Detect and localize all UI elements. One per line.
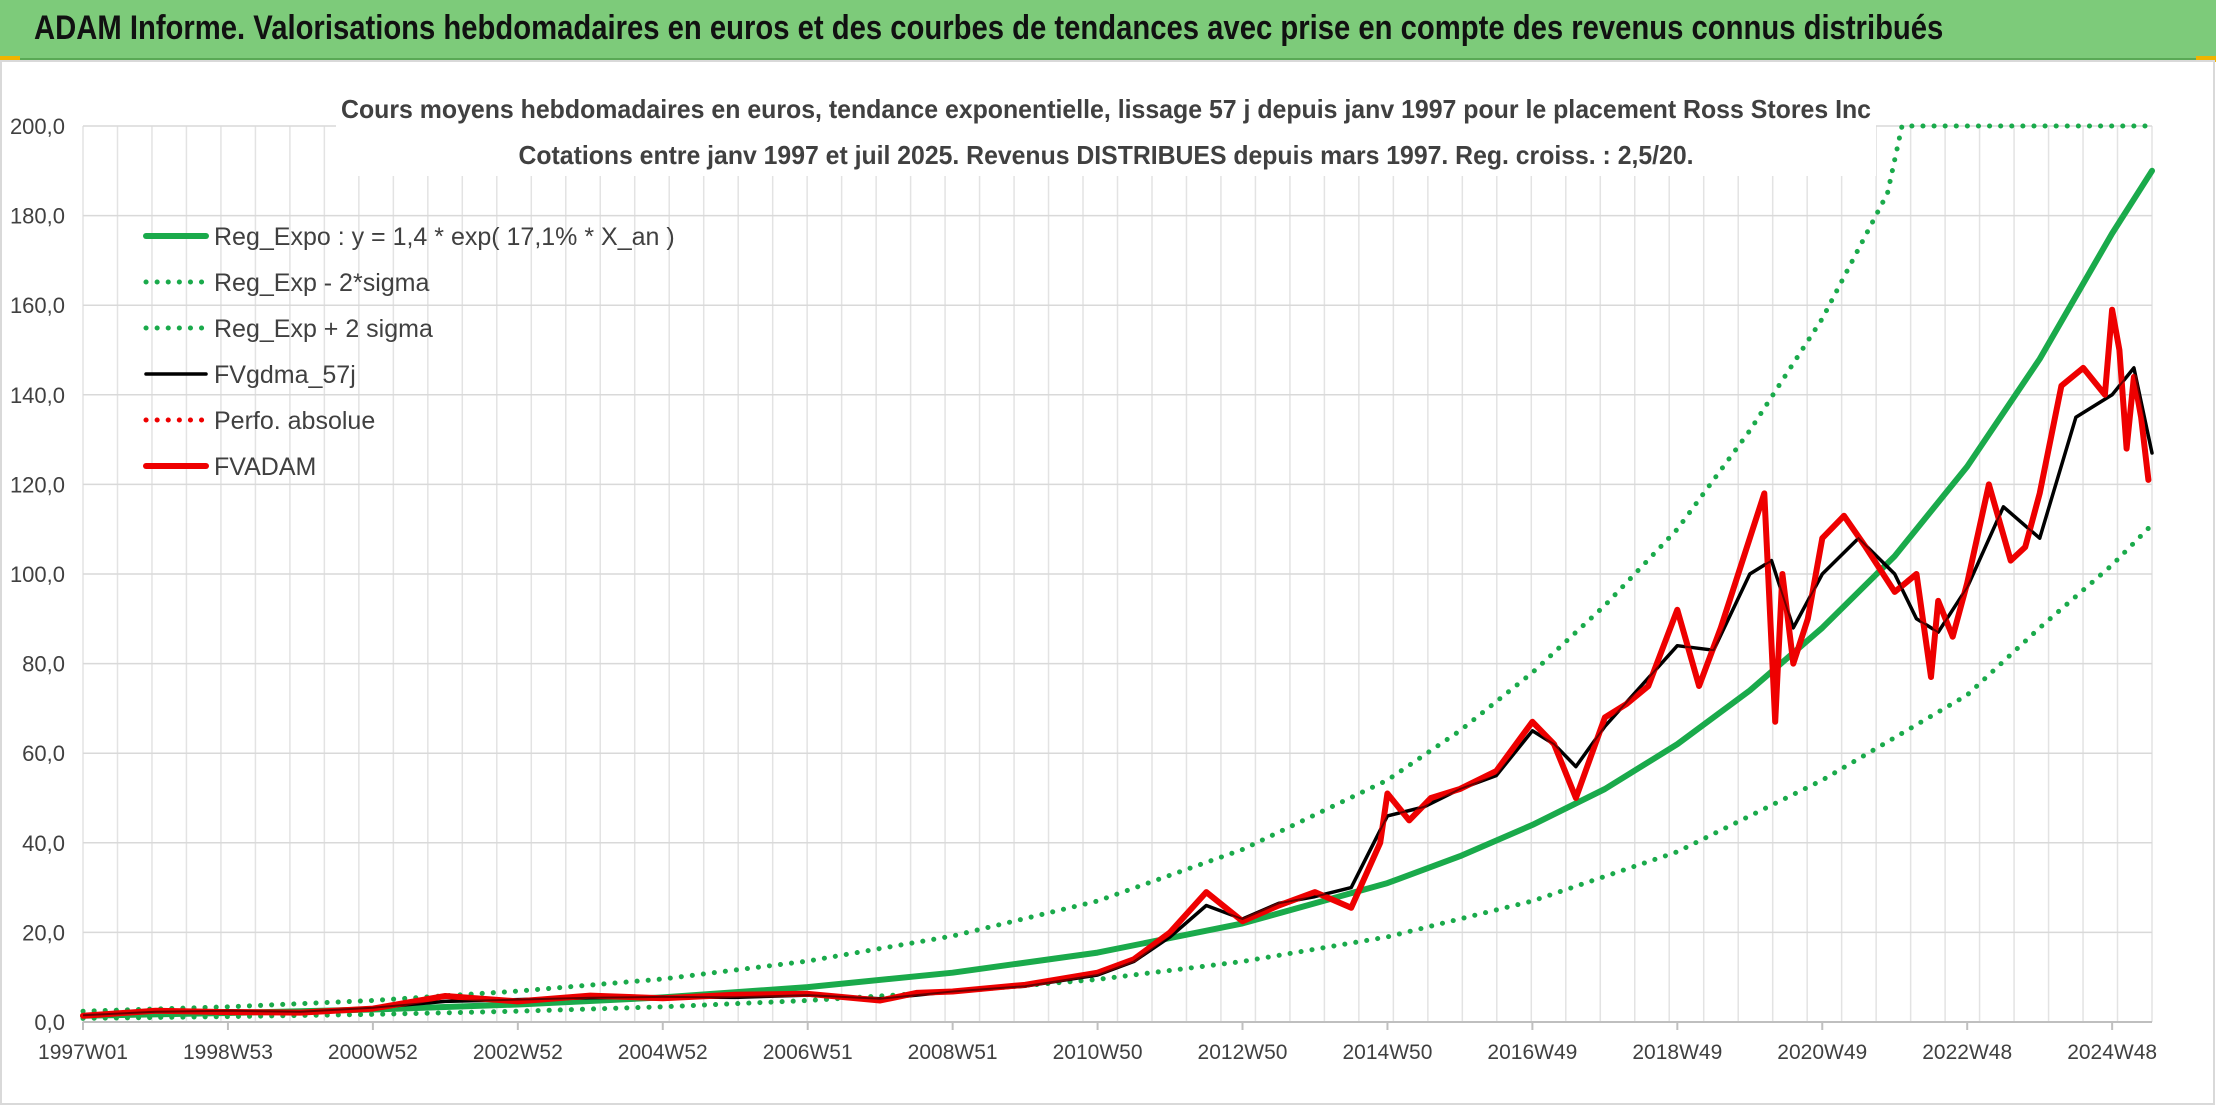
series-line-average-overlay bbox=[82, 365, 2153, 1017]
x-tick-label: 2018W49 bbox=[1632, 1041, 1722, 1064]
x-tick-label: 2006W51 bbox=[763, 1041, 853, 1064]
corner-accent-right bbox=[2196, 56, 2216, 62]
series-line bbox=[80, 167, 2155, 1019]
series-line bbox=[80, 306, 2152, 1019]
series-line bbox=[80, 123, 2155, 1014]
x-tick-label: 2020W49 bbox=[1777, 1041, 1867, 1064]
line-chart: 0,0 20,0 40,0 60,0 80,0 100,0 120,0 140,0 160,0 1… bbox=[0, 60, 2215, 1105]
x-tick-label: 2010W50 bbox=[1053, 1041, 1143, 1064]
y-tick-label: 80,0 bbox=[22, 652, 65, 677]
chart-legend: Reg_Expo : y = 1,4 * exp( 17,1% * X_an )… bbox=[143, 223, 675, 481]
x-tick-label: 2004W52 bbox=[618, 1041, 708, 1064]
y-tick-label: 180,0 bbox=[10, 204, 65, 229]
chart-axes: 0,0 20,0 40,0 60,0 80,0 100,0 120,0 140,0 160,0 1… bbox=[10, 114, 2157, 1064]
x-tick-label: 2016W49 bbox=[1487, 1041, 1577, 1064]
corner-accent-left bbox=[0, 56, 20, 62]
x-tick-label: 1997W01 bbox=[38, 1041, 128, 1064]
legend-label: Perfo. absolue bbox=[214, 407, 375, 435]
y-tick-label: 140,0 bbox=[10, 383, 65, 408]
chart-title-backdrop bbox=[336, 92, 1876, 176]
x-tick-label: 2014W50 bbox=[1342, 1041, 1432, 1064]
series-line bbox=[80, 522, 2155, 1021]
legend-label: FVADAM bbox=[214, 453, 316, 481]
legend-label: Reg_Exp - 2*sigma bbox=[214, 269, 429, 297]
y-tick-label: 60,0 bbox=[22, 741, 65, 766]
chart-subtitle: Cotations entre janv 1997 et juil 2025. … bbox=[519, 140, 1694, 170]
report-banner: ADAM Informe. Valorisations hebdomadaire… bbox=[0, 0, 2216, 60]
x-tick-label: 2022W48 bbox=[1922, 1041, 2012, 1064]
x-tick-label: 2008W51 bbox=[908, 1041, 998, 1064]
x-tick-label: 2012W50 bbox=[1198, 1041, 1288, 1064]
chart-title-block: Cours moyens hebdomadaires en euros, ten… bbox=[336, 92, 1876, 176]
chart-series bbox=[80, 123, 2155, 1021]
y-tick-label: 0,0 bbox=[34, 1010, 65, 1035]
y-tick-label: 200,0 bbox=[10, 114, 65, 139]
y-tick-label: 120,0 bbox=[10, 472, 65, 497]
chart-grid bbox=[82, 125, 2153, 1023]
legend-label: Reg_Exp + 2 sigma bbox=[214, 315, 433, 343]
report-title: ADAM Informe. Valorisations hebdomadaire… bbox=[34, 9, 1944, 47]
x-tick-label: 2024W48 bbox=[2067, 1041, 2157, 1064]
legend-label: Reg_Expo : y = 1,4 * exp( 17,1% * X_an ) bbox=[214, 223, 675, 251]
x-tick-label: 1998W53 bbox=[183, 1041, 273, 1064]
chart-border bbox=[0, 60, 2215, 1105]
x-tick-label: 2002W52 bbox=[473, 1041, 563, 1064]
y-tick-label: 20,0 bbox=[22, 920, 65, 945]
y-tick-label: 40,0 bbox=[22, 831, 65, 856]
x-tick-label: 2000W52 bbox=[328, 1041, 418, 1064]
chart-title: Cours moyens hebdomadaires en euros, ten… bbox=[341, 94, 1871, 124]
legend-label: FVgdma_57j bbox=[214, 361, 356, 389]
y-tick-label: 160,0 bbox=[10, 293, 65, 318]
y-tick-label: 100,0 bbox=[10, 562, 65, 587]
